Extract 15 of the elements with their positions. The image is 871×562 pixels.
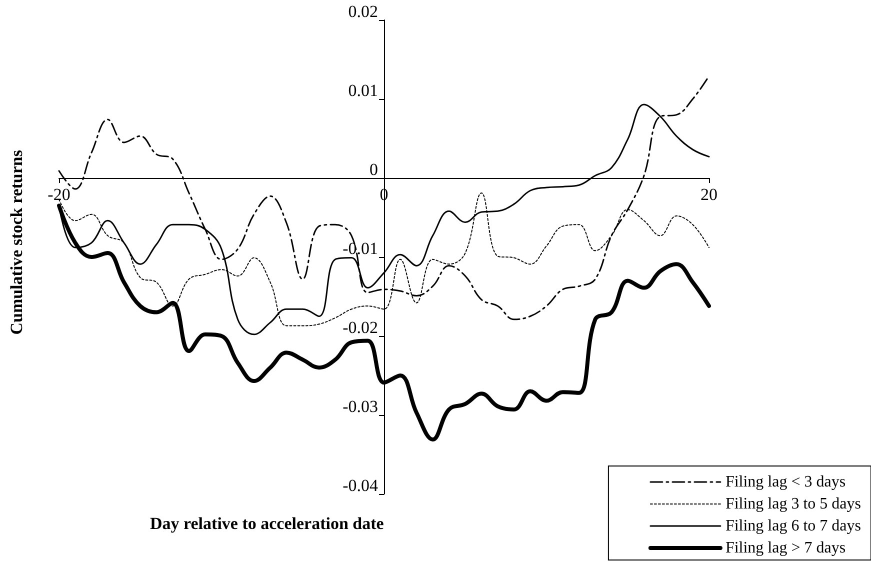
y-tick-label: -0.01 bbox=[342, 239, 378, 258]
x-axis-title: Day relative to acceleration date bbox=[150, 514, 384, 533]
y-tick-label: -0.02 bbox=[342, 318, 378, 337]
y-tick-label: -0.04 bbox=[342, 476, 378, 495]
legend-label: Filing lag 6 to 7 days bbox=[725, 518, 862, 534]
y-axis-title: Cumulative stock returns bbox=[7, 150, 26, 335]
x-tick-label: -20 bbox=[48, 185, 70, 204]
x-tick-label: 20 bbox=[700, 185, 718, 204]
legend-label: Filing lag 3 to 5 days bbox=[725, 496, 862, 512]
y-tick-label: 0.02 bbox=[348, 2, 378, 21]
y-tick-label: -0.03 bbox=[342, 397, 378, 416]
legend-label: Filing lag < 3 days bbox=[725, 474, 846, 490]
y-tick-label: 0 bbox=[370, 160, 378, 179]
legend-label: Filing lag > 7 days bbox=[725, 540, 846, 556]
y-tick-label: 0.01 bbox=[348, 81, 378, 100]
